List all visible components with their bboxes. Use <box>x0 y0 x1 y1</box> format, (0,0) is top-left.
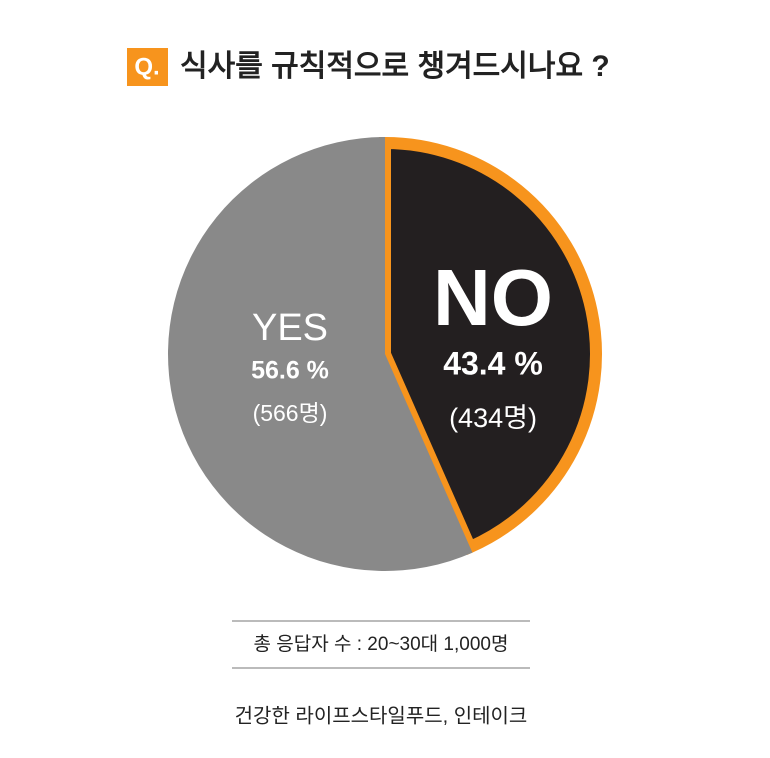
pie-slice <box>167 137 473 571</box>
count-label: (434명) <box>449 403 537 433</box>
badge: Q. <box>134 53 159 80</box>
slice-label: NO <box>433 253 553 342</box>
value-label: 56.6 % <box>251 357 329 385</box>
count-label: (566명) <box>253 400 328 426</box>
badge-box <box>127 48 168 86</box>
chart-title: 식사를 규칙적으로 챙겨드시나요 ? <box>180 50 610 83</box>
source: 건강한 라이프스타일푸드, 인테이크 <box>235 704 528 727</box>
slice-label: YES <box>252 307 328 349</box>
note: 총 응답자 수 : 20~30대 1,000명 <box>254 633 509 655</box>
value-label: 43.4 % <box>443 345 543 381</box>
pie <box>167 136 602 571</box>
pie-slice <box>379 136 602 556</box>
